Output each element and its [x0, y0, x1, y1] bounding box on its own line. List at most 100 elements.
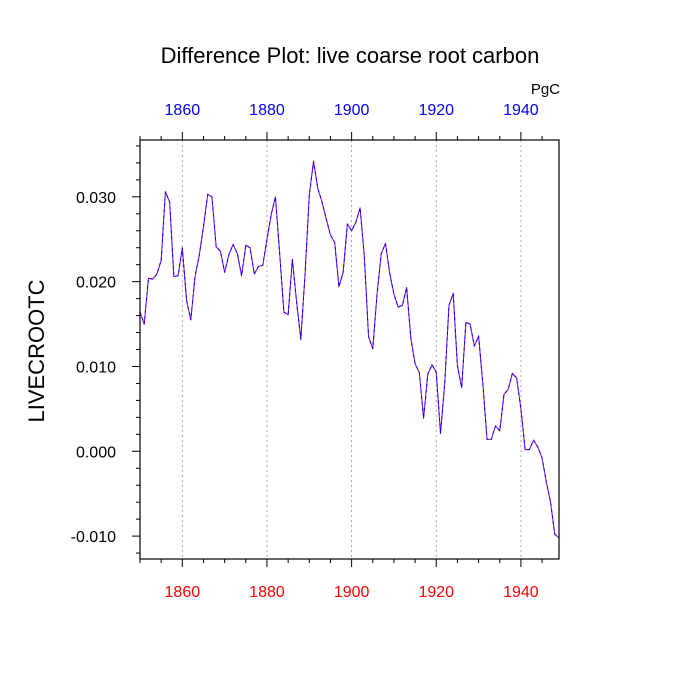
x-tick-label-top-1880: 1880 [249, 102, 285, 119]
data-point-1866 [207, 193, 209, 195]
y-tick-label-1: 0.000 [76, 444, 116, 461]
data-point-1900 [351, 230, 353, 232]
data-point-1895 [329, 234, 331, 236]
data-point-1854 [156, 273, 158, 275]
data-point-1893 [321, 201, 323, 203]
data-point-1928 [469, 323, 471, 325]
series-group [139, 160, 560, 539]
data-point-1942 [528, 449, 530, 451]
plot-frame [139, 139, 560, 560]
data-point-1881 [270, 214, 272, 216]
data-point-1870 [224, 271, 226, 273]
data-point-1923 [448, 304, 450, 306]
data-point-1873 [236, 253, 238, 255]
data-point-1897 [338, 286, 340, 288]
vertical-grid [181, 140, 522, 559]
data-point-1904 [368, 336, 370, 338]
data-point-1894 [325, 218, 327, 220]
data-point-1865 [202, 226, 204, 228]
y-tick-label-3: 0.020 [76, 275, 116, 292]
data-point-1915 [414, 363, 416, 365]
data-point-1902 [359, 207, 361, 209]
data-point-1896 [334, 242, 336, 244]
series-line-0 [139, 160, 560, 539]
data-point-1939 [516, 377, 518, 379]
data-point-1944 [537, 446, 539, 448]
data-point-1890 [308, 194, 310, 196]
data-point-1946 [545, 481, 547, 483]
data-point-1875 [245, 244, 247, 246]
y-axis-label: LIVECROOTC [24, 279, 49, 422]
data-point-1930 [478, 335, 480, 337]
chart-title: Difference Plot: live coarse root carbon [161, 43, 540, 68]
data-point-1922 [444, 382, 446, 384]
data-point-1933 [490, 438, 492, 440]
data-point-1917 [423, 417, 425, 419]
data-point-1913 [406, 287, 408, 289]
data-point-1869 [219, 250, 221, 252]
y-tick-label-0: -0.010 [71, 529, 116, 546]
data-point-1863 [194, 276, 196, 278]
tick-labels: 1860 1860 1880 1880 1900 1900 1920 1920 1940 1940… [71, 102, 539, 601]
data-point-1911 [397, 306, 399, 308]
data-point-1864 [198, 254, 200, 256]
data-point-1948 [554, 533, 556, 535]
x-tick-label-bottom-1920: 1920 [418, 584, 454, 601]
axis-ticks [132, 132, 543, 567]
data-point-1859 [177, 275, 179, 277]
data-point-1853 [152, 278, 154, 280]
data-point-1891 [313, 160, 315, 162]
y-tick-label-2: 0.010 [76, 359, 116, 376]
data-point-1852 [147, 277, 149, 279]
x-tick-label-top-1860: 1860 [165, 102, 201, 119]
data-point-1919 [431, 364, 433, 366]
data-point-1938 [511, 372, 513, 374]
data-point-1927 [465, 321, 467, 323]
data-point-1899 [346, 223, 348, 225]
data-point-1932 [486, 438, 488, 440]
data-point-1862 [190, 319, 192, 321]
data-point-1882 [274, 196, 276, 198]
data-point-1883 [279, 253, 281, 255]
data-point-1871 [228, 254, 230, 256]
data-point-1907 [380, 253, 382, 255]
data-point-1906 [376, 293, 378, 295]
data-point-1912 [401, 304, 403, 306]
data-point-1860 [181, 247, 183, 249]
series-dash-0 [139, 160, 560, 539]
data-point-1945 [541, 457, 543, 459]
data-point-1909 [389, 272, 391, 274]
data-point-1920 [435, 371, 437, 373]
x-tick-label-top-1900: 1900 [334, 102, 370, 119]
data-point-1855 [160, 259, 162, 261]
data-point-1934 [495, 425, 497, 427]
data-point-1941 [524, 449, 526, 451]
y-tick-label-4: 0.030 [76, 190, 116, 207]
data-point-1898 [342, 271, 344, 273]
data-point-1931 [482, 382, 484, 384]
data-point-1878 [258, 265, 260, 267]
data-point-1884 [283, 311, 285, 313]
data-point-1943 [533, 439, 535, 441]
data-point-1924 [452, 293, 454, 295]
data-point-1892 [317, 187, 319, 189]
data-point-1914 [410, 337, 412, 339]
data-point-1905 [372, 348, 374, 350]
data-point-1856 [164, 191, 166, 193]
data-point-1910 [393, 293, 395, 295]
data-point-1940 [520, 408, 522, 410]
data-point-1861 [186, 299, 188, 301]
data-point-1876 [249, 247, 251, 249]
data-point-1925 [456, 365, 458, 367]
data-point-1888 [300, 338, 302, 340]
data-point-1858 [173, 276, 175, 278]
data-point-1921 [439, 432, 441, 434]
data-point-1918 [427, 373, 429, 375]
x-tick-label-bottom-1940: 1940 [503, 584, 539, 601]
data-point-1880 [266, 238, 268, 240]
data-point-1867 [211, 196, 213, 198]
data-point-1885 [287, 314, 289, 316]
units-label: PgC [531, 81, 560, 98]
data-point-1874 [241, 275, 243, 277]
data-point-1889 [304, 273, 306, 275]
